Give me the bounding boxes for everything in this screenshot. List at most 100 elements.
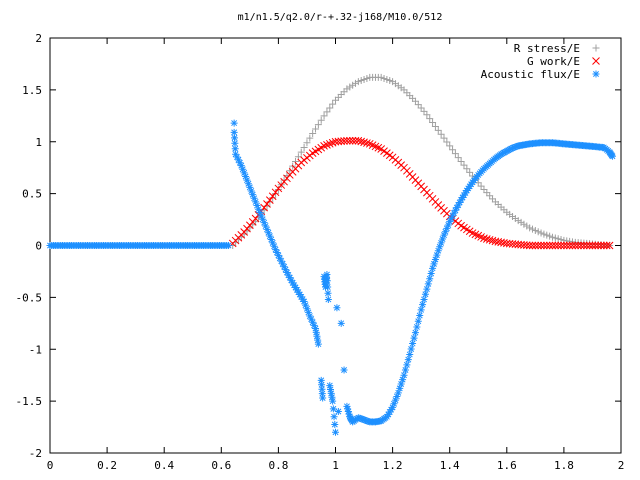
data-point (454, 154, 462, 162)
data-point (299, 295, 307, 303)
data-point (424, 280, 432, 288)
data-point (348, 136, 357, 145)
data-point (337, 91, 345, 99)
data-point (256, 209, 264, 217)
data-point (306, 134, 314, 142)
data-point (417, 104, 425, 112)
data-point (386, 77, 394, 85)
x-tick-label: 1.4 (440, 459, 460, 472)
data-point (253, 202, 261, 210)
data-point (443, 138, 451, 146)
chart-title: m1/n1.5/q2.0/r-+.32-j168/M10.0/512 (238, 12, 443, 23)
data-point (231, 134, 239, 142)
x-tick-label: 0.2 (97, 459, 117, 472)
data-point (528, 225, 536, 233)
y-tick-label: 1 (35, 136, 42, 149)
data-point (557, 236, 565, 244)
data-point (453, 204, 461, 212)
data-point (297, 148, 305, 156)
data-point (591, 241, 600, 250)
data-point (361, 416, 369, 424)
data-point (249, 191, 257, 199)
data-point (551, 241, 560, 250)
data-point (323, 108, 331, 116)
data-point (417, 306, 425, 314)
data-point (323, 277, 331, 285)
data-point (340, 366, 348, 374)
data-point (354, 136, 363, 145)
data-point (404, 356, 412, 364)
data-point (273, 249, 281, 257)
data-point (577, 241, 585, 250)
data-point (357, 77, 365, 85)
data-point (252, 198, 260, 206)
data-point (566, 237, 574, 245)
data-point (389, 403, 397, 411)
data-point (513, 142, 521, 150)
data-point (406, 92, 414, 100)
data-point (360, 416, 368, 424)
data-point (517, 218, 525, 226)
data-point (267, 236, 275, 244)
data-point (240, 169, 248, 177)
data-point (343, 136, 351, 145)
data-point (234, 156, 242, 164)
data-point (585, 241, 594, 250)
x-tick-label: 0.6 (211, 459, 231, 472)
data-point (407, 345, 415, 353)
data-point (409, 340, 417, 348)
data-point (531, 241, 540, 250)
data-point (459, 194, 467, 202)
data-point (277, 257, 285, 265)
data-point (489, 195, 497, 203)
data-point (340, 88, 348, 96)
data-point (231, 145, 239, 153)
data-point (414, 101, 422, 109)
data-point (554, 235, 562, 243)
data-point (320, 112, 328, 120)
data-point (543, 231, 551, 239)
data-point (574, 241, 583, 250)
data-point (345, 410, 353, 418)
data-point (463, 165, 471, 173)
data-point (328, 138, 337, 147)
data-point (446, 142, 454, 150)
data-point (460, 161, 468, 169)
data-point (282, 266, 290, 274)
data-point (444, 221, 452, 229)
data-point (296, 291, 304, 299)
data-point (340, 137, 348, 145)
data-point (325, 139, 334, 148)
series-layer (46, 73, 616, 436)
data-point (427, 270, 435, 278)
data-point (386, 408, 394, 416)
data-point (446, 218, 454, 226)
legend-label: G work/E (527, 55, 580, 68)
data-point (537, 229, 545, 237)
data-point (269, 239, 277, 247)
data-point (525, 241, 534, 250)
data-point (454, 201, 462, 209)
data-point (384, 410, 392, 418)
data-point (224, 242, 232, 249)
y-tick-label: -0.5 (16, 291, 43, 304)
data-point (317, 376, 325, 384)
data-point (571, 241, 580, 250)
data-point (485, 235, 494, 244)
data-point (420, 295, 428, 303)
data-point (344, 408, 352, 415)
data-point (450, 209, 458, 217)
data-point (565, 241, 574, 250)
y-tick-label: -1 (29, 343, 42, 356)
data-point (439, 235, 447, 243)
data-point (244, 180, 252, 188)
legend-marker (592, 70, 600, 78)
data-point (247, 187, 255, 195)
data-point (457, 196, 465, 204)
data-point (266, 232, 274, 240)
data-point (314, 336, 322, 344)
data-point (394, 389, 402, 397)
data-point (401, 366, 409, 374)
data-point (451, 150, 459, 158)
data-point (254, 205, 262, 213)
